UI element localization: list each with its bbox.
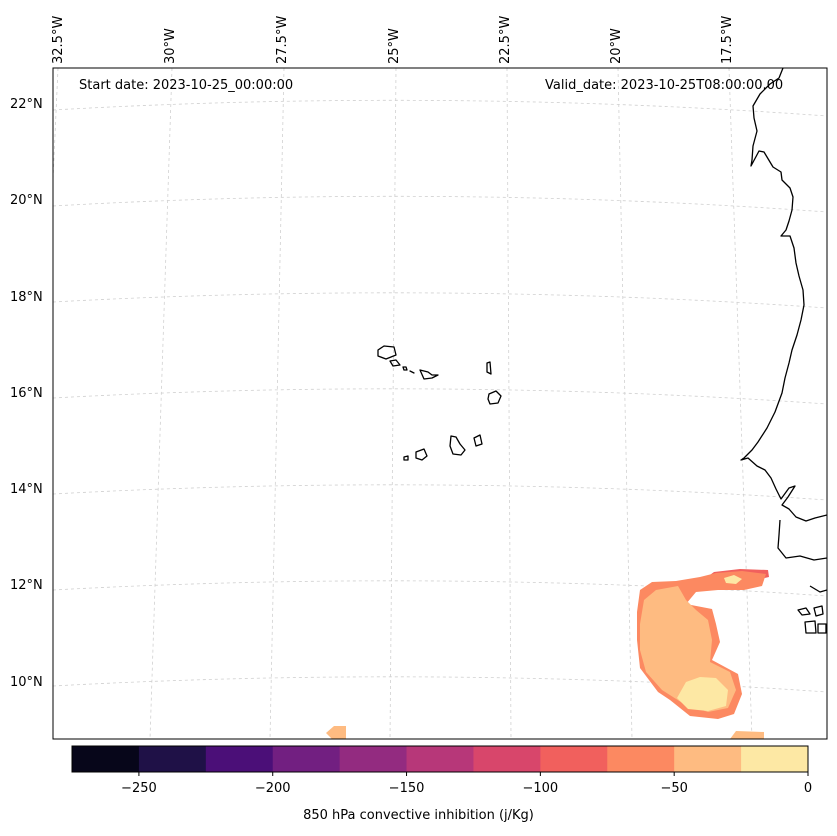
colorbar-bin xyxy=(540,746,608,772)
cin-contours xyxy=(326,569,769,739)
cin-contour-zero xyxy=(677,677,728,711)
cape-verde-santiago xyxy=(449,435,466,456)
bijagos-island xyxy=(797,607,811,616)
colorbar-bin xyxy=(272,746,341,772)
cin-contour-minus25 xyxy=(326,726,346,739)
colorbar-tick-label: −50 xyxy=(660,781,688,796)
colorbar-bin xyxy=(72,746,140,772)
lat-label: 12°N xyxy=(10,578,43,593)
lat-label: 18°N xyxy=(10,290,43,305)
colorbar-bin xyxy=(138,746,207,772)
bijagos-island xyxy=(817,623,827,634)
cape-verde-boa-vista xyxy=(487,390,502,405)
colorbar-bin xyxy=(741,746,809,772)
lat-label: 10°N xyxy=(10,675,43,690)
lat-label: 20°N xyxy=(10,193,43,208)
cape-verde-sal xyxy=(486,361,492,375)
africa-coastline xyxy=(740,68,827,522)
africa-coastline xyxy=(777,519,827,561)
cape-verde-fogo xyxy=(415,448,428,461)
cape-verde-santo-antao xyxy=(377,345,397,360)
lat-label: 22°N xyxy=(10,97,43,112)
valid-date-label: Valid_date: 2023-10-25T08:00:00.00 xyxy=(545,78,784,93)
graticule xyxy=(53,68,827,739)
bijagos-island xyxy=(804,620,817,634)
colorbar-frame xyxy=(71,745,809,773)
cape-verde-sao-nicolau xyxy=(409,370,415,374)
start-date-label: Start date: 2023-10-25_00:00:00 xyxy=(79,78,294,93)
colorbar-tick-label: −200 xyxy=(254,781,291,796)
coastlines xyxy=(377,68,827,634)
colorbar-bin xyxy=(406,746,474,772)
lat-label: 16°N xyxy=(10,386,43,401)
lat-label: 14°N xyxy=(10,482,43,497)
colorbar-bin xyxy=(473,746,541,772)
colorbar-bin xyxy=(607,746,675,772)
colorbar-bin xyxy=(339,746,408,772)
cin-contour-zero xyxy=(724,575,742,584)
cape-verde-maio xyxy=(473,434,483,447)
cape-verde-sao-nicolau xyxy=(419,369,439,380)
colorbar-tick-label: −100 xyxy=(522,781,559,796)
cape-verde-sao-vicente xyxy=(389,359,401,367)
colorbar-tick-label: 0 xyxy=(803,781,813,796)
colorbar-tick-label: −150 xyxy=(388,781,425,796)
colorbar-label: 850 hPa convective inhibition (j/Kg) xyxy=(303,808,534,823)
cape-verde-brava xyxy=(403,455,409,461)
cin-contour-minus25 xyxy=(730,731,764,739)
colorbar-tick-label: −250 xyxy=(121,781,157,796)
bijagos-island xyxy=(813,605,824,617)
map-frame xyxy=(52,67,828,740)
colorbar-bin xyxy=(674,746,742,772)
colorbar-bin xyxy=(205,746,274,772)
cape-verde-santa-luzia xyxy=(402,366,408,371)
africa-coastline xyxy=(809,585,827,593)
